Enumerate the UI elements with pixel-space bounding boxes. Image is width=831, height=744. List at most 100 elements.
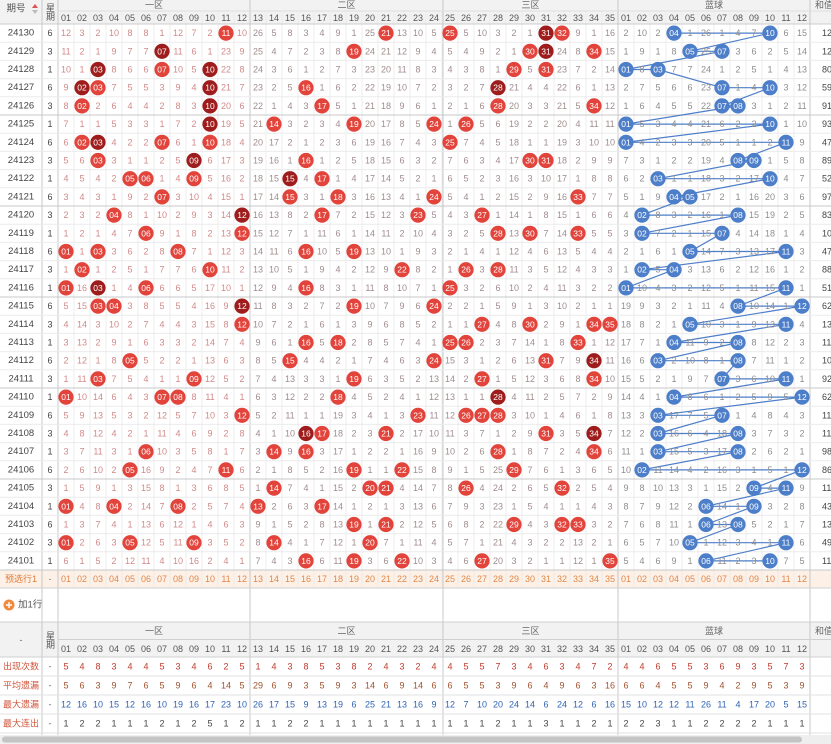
preselect-cell[interactable]: 04 — [669, 574, 679, 584]
omission: 3 — [463, 65, 468, 75]
omission: 5 — [559, 392, 564, 402]
omission: 9 — [191, 210, 196, 220]
omission: 1 — [271, 429, 276, 439]
preselect-cell[interactable]: 01 — [61, 574, 71, 584]
preselect-cell[interactable]: 27 — [477, 574, 487, 584]
stat-value: 1 — [335, 719, 340, 729]
omission: 15 — [221, 192, 231, 202]
blue-ball — [730, 334, 746, 351]
col-header: 04 — [669, 644, 679, 654]
preselect-cell[interactable]: 12 — [237, 574, 247, 584]
preselect-cell[interactable]: 24 — [429, 574, 439, 584]
omission: 3 — [351, 192, 356, 202]
omission: 7 — [479, 429, 484, 439]
preselect-cell[interactable]: 03 — [93, 574, 103, 584]
add-row-label[interactable]: 加1行 — [18, 599, 43, 611]
preselect-cell[interactable]: 14 — [269, 574, 279, 584]
preselect-cell[interactable]: 34 — [589, 574, 599, 584]
preselect-cell[interactable]: 29 — [509, 574, 519, 584]
preselect-cell[interactable]: 32 — [557, 574, 567, 584]
omission: 4 — [799, 319, 804, 329]
preselect-cell[interactable]: 10 — [765, 574, 775, 584]
preselect-cell[interactable]: 28 — [493, 574, 503, 584]
ball-number: 10 — [205, 65, 215, 75]
omission: 5 — [287, 83, 292, 93]
omission: 2 — [111, 556, 116, 566]
omission: 2 — [671, 228, 676, 238]
preselect-cell[interactable]: 11 — [781, 574, 790, 584]
omission: 3 — [303, 192, 308, 202]
col-header: 20 — [365, 644, 375, 654]
preselect-cell[interactable]: 31 — [541, 574, 551, 584]
preselect-cell[interactable]: 33 — [573, 574, 583, 584]
ball-number: 11 — [222, 465, 231, 475]
preselect-cell[interactable]: 06 — [701, 574, 711, 584]
preselect-cell[interactable]: 09 — [189, 574, 199, 584]
preselect-cell[interactable]: 30 — [525, 574, 535, 584]
ball-number: 07 — [157, 192, 167, 202]
preselect-cell[interactable]: 35 — [605, 574, 615, 584]
sort-icon[interactable] — [32, 4, 38, 8]
preselect-cell[interactable]: 02 — [77, 574, 87, 584]
omission: 17 — [557, 174, 567, 184]
omission: 11 — [157, 429, 166, 439]
omission: 11 — [749, 283, 758, 293]
stat-value: 19 — [333, 700, 343, 710]
preselect-cell[interactable]: 05 — [125, 574, 135, 584]
omission: 8 — [95, 501, 100, 511]
preselect-cell[interactable]: 05 — [685, 574, 695, 584]
preselect-cell[interactable]: 16 — [301, 574, 311, 584]
col-header: 08 — [733, 644, 743, 654]
preselect-cell[interactable]: 07 — [157, 574, 167, 584]
ball-number: 19 — [349, 247, 359, 257]
blue-ball — [778, 371, 794, 387]
col-header: 33 — [573, 13, 583, 23]
preselect-cell[interactable]: 07 — [717, 574, 727, 584]
red-ball — [314, 171, 330, 187]
stat-value: 1 — [143, 719, 148, 729]
omission: 14 — [621, 392, 631, 402]
preselect-cell[interactable]: 09 — [749, 574, 759, 584]
preselect-cell[interactable]: 22 — [397, 574, 407, 584]
preselect-cell[interactable]: 06 — [141, 574, 151, 584]
preselect-cell[interactable]: 17 — [317, 574, 327, 584]
scrollbar-thumb[interactable] — [2, 736, 802, 743]
omission: 1 — [367, 465, 372, 475]
preselect-cell[interactable]: 04 — [109, 574, 119, 584]
preselect-cell[interactable]: 18 — [333, 574, 343, 584]
preselect-cell[interactable]: 15 — [285, 574, 295, 584]
preselect-cell[interactable]: 11 — [221, 574, 230, 584]
col-header: 10 — [205, 644, 215, 654]
ball-number: 18 — [333, 392, 343, 402]
omission: 7 — [191, 410, 196, 420]
preselect-cell[interactable]: 23 — [413, 574, 423, 584]
omission: 4 — [415, 137, 420, 147]
omission: 2 — [239, 265, 244, 275]
preselect-cell[interactable]: 13 — [253, 574, 263, 584]
preselect-cell[interactable]: 26 — [461, 574, 471, 584]
preselect-cell[interactable]: 08 — [733, 574, 743, 584]
omission: 1 — [271, 465, 276, 475]
add-row-button[interactable]: 加1行 — [3, 599, 43, 611]
omission: 9 — [111, 46, 116, 56]
ball-number: 28 — [493, 447, 503, 457]
preselect-cell[interactable]: 10 — [205, 574, 215, 584]
preselect-cell[interactable]: 25 — [445, 574, 455, 584]
omission: 4 — [431, 228, 436, 238]
preselect-cell[interactable]: 08 — [173, 574, 183, 584]
preselect-cell[interactable]: 03 — [653, 574, 663, 584]
omission: 15 — [333, 483, 343, 493]
omission: 1 — [527, 28, 532, 38]
omission: 8 — [799, 501, 804, 511]
omission: 12 — [381, 210, 391, 220]
omission: 4 — [447, 65, 452, 75]
preselect-cell[interactable]: 19 — [349, 574, 359, 584]
omission: 8 — [431, 465, 436, 475]
preselect-cell[interactable]: 21 — [381, 574, 391, 584]
sum: 86 — [822, 465, 831, 475]
preselect-cell[interactable]: 02 — [637, 574, 647, 584]
preselect-cell[interactable]: 12 — [797, 574, 807, 584]
preselect-cell[interactable]: 20 — [365, 574, 375, 584]
preselect-cell[interactable]: 01 — [621, 574, 631, 584]
blue-ball — [698, 553, 714, 569]
